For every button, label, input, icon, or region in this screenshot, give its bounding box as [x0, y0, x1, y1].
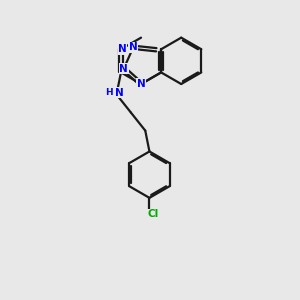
Text: N: N [129, 42, 138, 52]
Text: N: N [115, 88, 123, 98]
Text: N: N [137, 79, 146, 89]
Text: H: H [105, 88, 112, 97]
Text: N: N [119, 64, 128, 74]
Text: Cl: Cl [147, 209, 159, 219]
Text: N: N [118, 44, 127, 54]
